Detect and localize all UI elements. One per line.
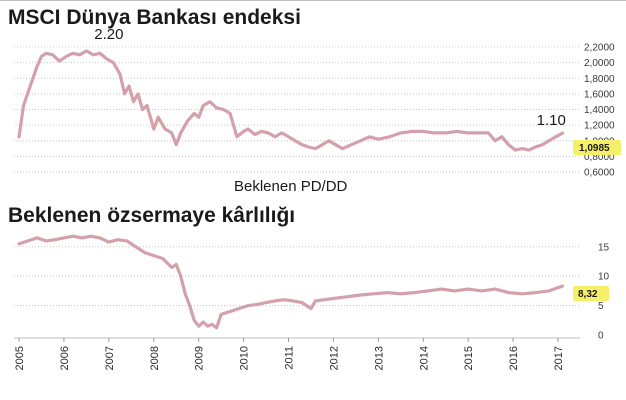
panel2-y-ticks: 0 5 10 15 <box>598 242 610 341</box>
panel1-title: MSCI Dünya Bankası endeksi <box>8 6 301 29</box>
panel2-x-tick-label: 2007 <box>104 346 116 370</box>
panel2-last-value-badge: 8,32 <box>573 286 609 301</box>
panel2-x-tick-label: 2017 <box>553 346 565 370</box>
panel1-badge-bg <box>573 140 621 155</box>
panel2-x-tick-label: 2011 <box>284 346 296 370</box>
panel1-series-line <box>17 49 565 152</box>
panel1-y-tick-label: 1,8000 <box>584 74 615 85</box>
panel1-annotations: 2.20 1.10 <box>94 26 566 129</box>
panel2-x-tick-label: 2014 <box>418 346 430 370</box>
panel2-y-tick-label: 5 <box>598 301 604 312</box>
panel2-series-line <box>17 234 565 330</box>
panel2-x-tick-label: 2012 <box>328 346 340 370</box>
panel2-x-tick-label: 2008 <box>149 346 161 370</box>
panel2-title: Beklenen özsermaye kârlılığı <box>8 204 295 227</box>
panel2-y-tick-label: 15 <box>598 242 610 253</box>
panel1-annotation: 1.10 <box>537 112 566 129</box>
panel1-grid <box>14 46 580 173</box>
panel2-x-tick-label: 2009 <box>194 346 206 370</box>
panel1-y-tick-label: 1,6000 <box>584 89 615 100</box>
panel2-x-tick-label: 2005 <box>14 346 26 370</box>
panel1-y-tick-label: 0,6000 <box>584 168 615 179</box>
panel1-note-label: Beklenen PD/DD <box>234 178 348 195</box>
panel1-y-tick-label: 1,2000 <box>584 121 615 132</box>
panel2-y-tick-label: 10 <box>598 272 610 283</box>
panel1-y-tick-label: 2,2000 <box>584 43 615 54</box>
panel1-y-tick-label: 1,4000 <box>584 105 615 116</box>
panel1-y-tick-label: 2,0000 <box>584 58 615 69</box>
panel1-badge-text: 1,0985 <box>579 143 610 154</box>
panel2-x-tick-label: 2010 <box>239 346 251 370</box>
panel-roe: Beklenen özsermaye kârlılığı 0 5 10 15 2005… <box>8 204 610 370</box>
panel2-grid <box>14 246 580 307</box>
panel2-x-tick-label: 2006 <box>59 346 71 370</box>
panel2-badge-bg <box>573 286 609 301</box>
panel1-last-value-badge: 1,0985 <box>573 140 621 155</box>
panel2-y-tick-label: 0 <box>598 331 604 342</box>
panel-msci-index: MSCI Dünya Bankası endeksi 0,60000,80001… <box>0 0 626 195</box>
panel1-y-tick-label: 0,8000 <box>584 152 615 163</box>
panel2-x-tick-label: 2013 <box>373 346 385 370</box>
panel2-x-ticks: 2005 2006 2007 2008 2009 2010 2011 2012 2013 2014… <box>14 338 565 370</box>
panel1-annotation: 2.20 <box>94 26 123 43</box>
panel1-y-ticks: 0,60000,80001,00001,20001,40001,60001,80… <box>584 43 615 179</box>
panel2-badge-text: 8,32 <box>578 289 598 300</box>
panel2-x-tick-label: 2016 <box>508 346 520 370</box>
panel2-x-tick-label: 2015 <box>463 346 475 370</box>
